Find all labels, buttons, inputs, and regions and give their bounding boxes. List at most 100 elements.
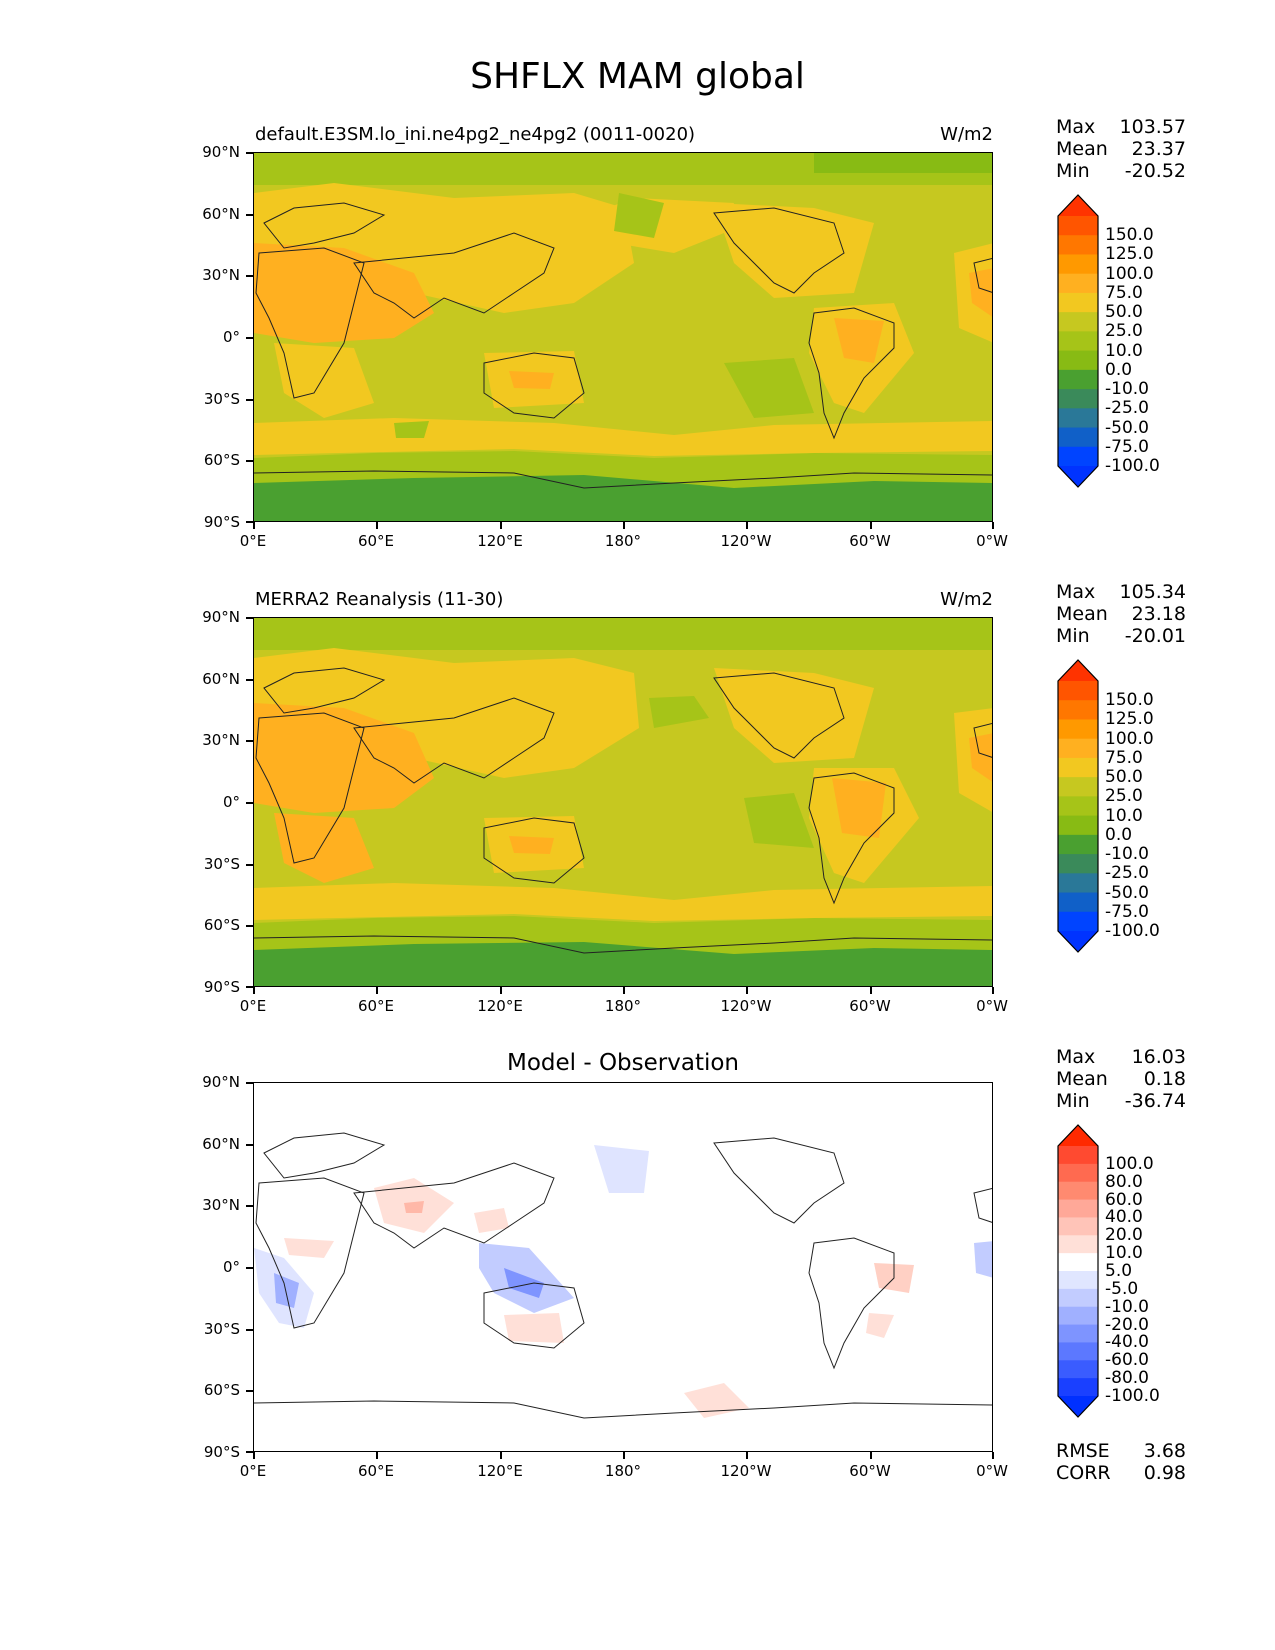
colorbar-tick-label: 5.0 (1105, 1261, 1133, 1281)
panel-units: W/m2 (940, 124, 993, 145)
coastlines (254, 202, 992, 489)
colorbar-segment (1058, 719, 1098, 740)
colorbar-tick-label: 100.0 (1105, 1153, 1154, 1174)
colorbar-segment (1058, 1199, 1098, 1218)
field-north-america (714, 203, 874, 298)
colorbar-tick-label: -100.0 (1105, 921, 1160, 941)
colorbar-segment (1058, 350, 1098, 371)
colorbar-segment (1058, 1360, 1098, 1379)
colorbar-tick-label: -100.0 (1105, 1386, 1160, 1406)
colorbar-tick-label: 10.0 (1105, 805, 1143, 826)
lon-label: 120°W (720, 997, 772, 1015)
field-green-patch-1 (649, 696, 709, 728)
field-arctic-strip (814, 153, 992, 173)
anomaly-southern-ocean (684, 1383, 749, 1418)
colorbar-segment (1058, 854, 1098, 874)
lon-label: 120°E (477, 1462, 523, 1480)
lon-tick (623, 522, 625, 529)
lat-tick (246, 617, 253, 619)
lat-tick (246, 1205, 253, 1207)
colorbar-tick-label: 40.0 (1105, 1207, 1143, 1228)
anomaly-south-atlantic (866, 1313, 894, 1338)
panel-units: W/m2 (940, 589, 993, 610)
colorbar-segment (1058, 1288, 1098, 1308)
lat-label: 60°S (203, 451, 240, 469)
colorbar-tick-label: 100.0 (1105, 263, 1154, 284)
stat-max: 103.57 (1119, 116, 1186, 138)
lat-label: 30°S (203, 855, 240, 873)
colorbar-segment (1058, 873, 1098, 894)
lat-label: 0° (222, 793, 240, 811)
stat-mean: 23.18 (1131, 603, 1186, 625)
colorbar-segment (1058, 312, 1098, 332)
lon-tick (253, 987, 255, 994)
stat-label-min: Min (1056, 160, 1090, 182)
lon-tick (253, 522, 255, 529)
stat-min: -36.74 (1124, 1090, 1186, 1112)
map-difference (253, 1082, 993, 1452)
lon-label: 0°E (239, 1462, 267, 1480)
lon-label: 120°W (720, 1462, 772, 1480)
colorbar-extend-min (1058, 466, 1098, 487)
colorbar-segment (1058, 1181, 1098, 1201)
colorbar-segment (1058, 369, 1098, 390)
lat-tick (246, 152, 253, 154)
lat-tick (246, 1451, 253, 1453)
lon-label: 120°W (720, 532, 772, 550)
colorbar-segment (1058, 892, 1098, 913)
lat-tick (246, 337, 253, 339)
lat-label: 90°N (202, 143, 240, 161)
lat-tick (246, 986, 253, 988)
anomaly-atlantic-east (974, 1241, 992, 1278)
stat-min: -20.01 (1124, 625, 1186, 647)
lat-tick (246, 275, 253, 277)
stats-box: Max 105.34 Mean 23.18 Min -20.01 (1056, 581, 1186, 647)
lon-tick (746, 987, 748, 994)
anomaly-africa-north (284, 1238, 334, 1258)
field-storm-track (254, 883, 992, 921)
lat-label: 0° (222, 328, 240, 346)
lat-label: 0° (222, 1258, 240, 1276)
stat-mean: 0.18 (1143, 1068, 1186, 1090)
anomaly-australia (504, 1313, 564, 1343)
colorbar-tick-label: 20.0 (1105, 1225, 1143, 1246)
colorbar-outline (1057, 1124, 1099, 1418)
field-sahara (254, 703, 434, 813)
colorbar-tick-label: 75.0 (1105, 747, 1143, 768)
field-sahara (254, 243, 434, 343)
colorbar-tick-label: 150.0 (1105, 225, 1154, 246)
colorbar-segment (1058, 777, 1098, 797)
colorbar-segment (1058, 815, 1098, 836)
lat-tick (246, 1267, 253, 1269)
rmse-label: RMSE (1056, 1440, 1110, 1462)
lon-label: 60°W (849, 1462, 891, 1480)
colorbar-tick-label: 60.0 (1105, 1189, 1143, 1210)
anomaly-pacific-north (594, 1145, 649, 1193)
lon-tick (623, 987, 625, 994)
field-amazon (832, 778, 886, 838)
colorbar-tick-label: -75.0 (1105, 436, 1149, 457)
rmse-value: 3.68 (1143, 1440, 1186, 1462)
lat-tick (246, 460, 253, 462)
colorbar-extend-max (1058, 1125, 1098, 1146)
field-australia-core (509, 836, 554, 854)
colorbar-segment (1058, 292, 1098, 313)
stat-label-min: Min (1056, 1090, 1090, 1112)
colorbar-segment (1058, 235, 1098, 255)
lon-label: 0°E (239, 532, 267, 550)
field-ocean-south (724, 358, 814, 418)
anomaly-india-core (404, 1201, 424, 1213)
field-atlantic-east-core (969, 268, 992, 317)
colorbar-extend-min (1058, 1396, 1098, 1417)
lat-label: 30°N (202, 731, 240, 749)
colorbar-segment (1058, 389, 1098, 409)
lon-tick (623, 1452, 625, 1459)
lat-label: 30°S (203, 390, 240, 408)
lat-tick (246, 1329, 253, 1331)
colorbar-tick-label: 125.0 (1105, 244, 1154, 265)
colorbar-tick-label: 10.0 (1105, 340, 1143, 361)
colorbar-tick-label: 50.0 (1105, 767, 1143, 788)
lat-tick (246, 679, 253, 681)
colorbar-tick-label: -10.0 (1105, 1296, 1149, 1317)
field-background (254, 1083, 992, 1451)
